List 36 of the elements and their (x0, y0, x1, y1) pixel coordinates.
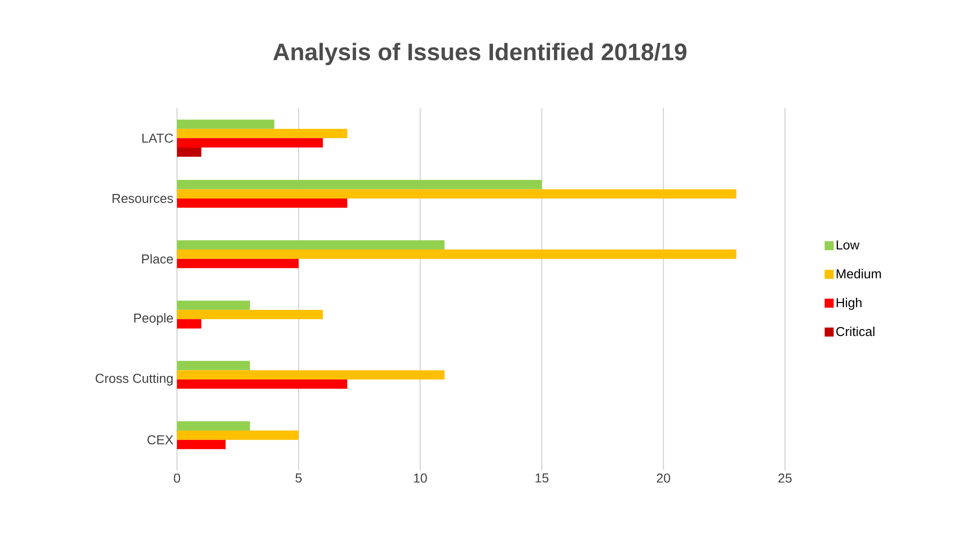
bar (177, 430, 299, 440)
y-tick-label: Cross Cutting (96, 373, 173, 386)
y-tick-label: CEX (148, 435, 174, 444)
bar (177, 138, 323, 148)
bar (177, 440, 226, 450)
bar (177, 189, 736, 198)
bar (177, 360, 250, 370)
bar (177, 370, 445, 380)
legend-label: High (836, 298, 862, 310)
y-tick-label: Resources (112, 194, 174, 204)
y-tick-label: Place (142, 254, 173, 264)
x-tick-label: 25 (778, 474, 792, 483)
x-tick-label: 20 (656, 474, 670, 483)
legend-label: Critical (836, 326, 874, 336)
bar (177, 147, 202, 157)
chart-title: Analysis of Issues Identified 2018/19 (273, 42, 686, 66)
y-tick-label: People (134, 313, 173, 326)
x-tick-label: 15 (536, 474, 548, 483)
bar (177, 380, 348, 389)
y-tick-label: LATC (142, 134, 173, 143)
x-tick-label: 10 (414, 474, 427, 483)
bar (177, 250, 736, 259)
bar (177, 240, 445, 250)
legend-label: Low (836, 240, 860, 250)
bar (177, 258, 299, 268)
bar (177, 310, 323, 320)
bar (177, 180, 542, 190)
bar (177, 421, 250, 431)
x-tick-label: 0 (174, 474, 180, 483)
bar (177, 300, 250, 310)
bar (177, 120, 274, 129)
legend-label: Medium (836, 268, 881, 278)
bar (177, 128, 348, 138)
x-tick-label: 5 (296, 474, 302, 483)
bar (177, 319, 202, 328)
bar (177, 198, 348, 208)
